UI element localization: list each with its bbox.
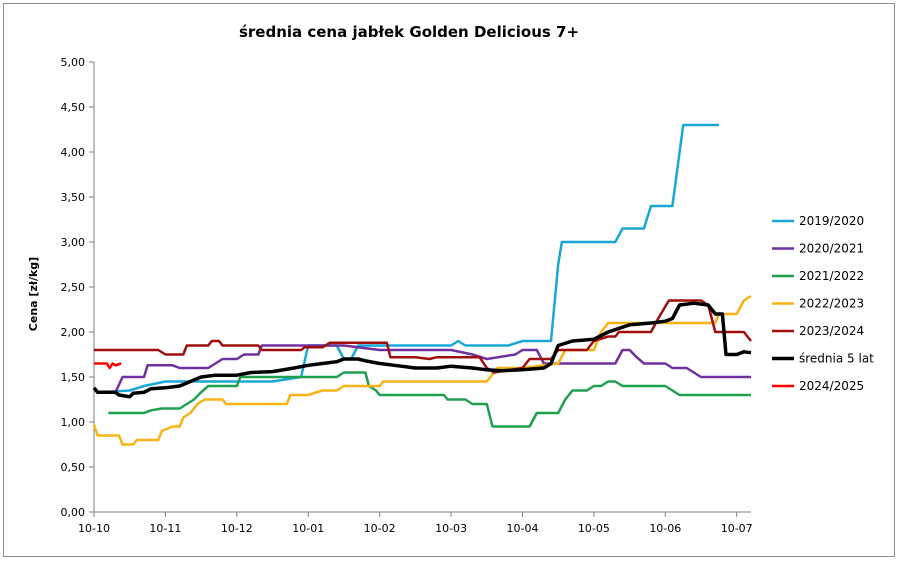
series-line-5 xyxy=(94,299,752,374)
y-tick-label: 0,50 xyxy=(61,461,86,474)
x-tick-label: 10-02 xyxy=(364,522,396,535)
y-tick-label: 1,50 xyxy=(61,371,86,384)
y-axis-label: Cena [zł/kg] xyxy=(27,257,40,331)
x-tick-label: 10-04 xyxy=(506,522,538,535)
x-tick-label: 10-06 xyxy=(649,522,681,535)
series-lines xyxy=(92,123,752,446)
y-tick-label: 2,50 xyxy=(61,281,86,294)
x-tick-label: 10-10 xyxy=(78,522,110,535)
legend-entry: 2020/2021 xyxy=(799,242,864,256)
legend-entry: 2019/2020 xyxy=(799,214,864,228)
chart-frame: średnia cena jabłek Golden Delicious 7+ … xyxy=(3,3,895,557)
y-tick-label: 5,00 xyxy=(61,56,86,69)
legend-entry: 2023/2024 xyxy=(799,324,864,338)
y-tick-label: 3,50 xyxy=(61,191,86,204)
y-tick-label: 3,00 xyxy=(61,236,86,249)
y-tick-label: 0,00 xyxy=(61,506,86,519)
x-axis: 10-10 10-11 10-12 10-01 10-02 10-03 10-04 10-05… xyxy=(78,511,753,535)
series-line-4 xyxy=(92,294,752,446)
line-chart: średnia cena jabłek Golden Delicious 7+ … xyxy=(27,23,874,535)
y-axis: 0,00 0,50 1,00 1,50 2,00 2,50 3,00 3,50 4,00 4,50… xyxy=(61,56,95,519)
legend: 2019/2020 2020/2021 2021/2022 2022/2023 2023… xyxy=(772,214,874,393)
x-tick-label: 10-03 xyxy=(435,522,467,535)
series-line-7 xyxy=(94,362,122,370)
x-tick-label: 10-05 xyxy=(578,522,610,535)
series-line-3 xyxy=(108,371,751,428)
y-tick-label: 2,00 xyxy=(61,326,86,339)
x-tick-label: 10-12 xyxy=(221,522,253,535)
x-tick-label: 10-07 xyxy=(721,522,753,535)
legend-entry: 2021/2022 xyxy=(799,269,864,283)
legend-entry: 2024/2025 xyxy=(799,379,864,393)
x-tick-label: 10-01 xyxy=(292,522,324,535)
legend-entry: 2022/2023 xyxy=(799,297,864,311)
y-tick-label: 1,00 xyxy=(61,416,86,429)
legend-entry: średnia 5 lat xyxy=(799,352,874,366)
x-tick-label: 10-11 xyxy=(149,522,181,535)
y-tick-label: 4,50 xyxy=(61,101,86,114)
series-line-6 xyxy=(92,301,752,399)
series-line-1 xyxy=(101,123,719,394)
y-tick-label: 4,00 xyxy=(61,146,86,159)
chart-title: średnia cena jabłek Golden Delicious 7+ xyxy=(239,23,579,41)
